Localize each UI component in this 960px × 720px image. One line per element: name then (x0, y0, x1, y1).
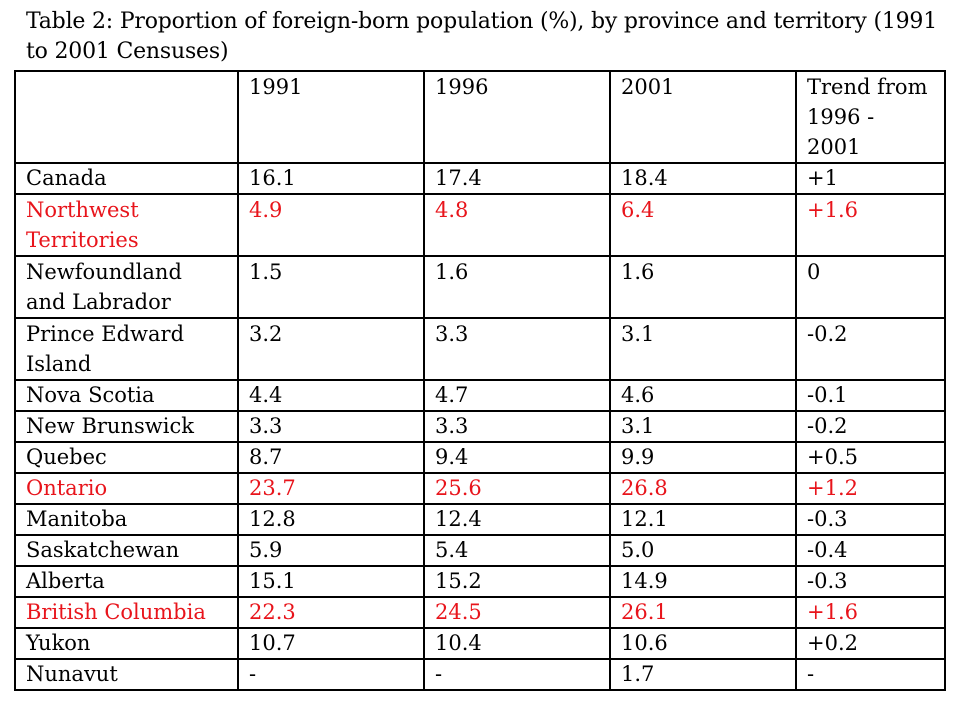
value-1996-cell: 5.4 (423, 534, 611, 567)
value-1996-cell: 10.4 (423, 627, 611, 660)
trend-cell: -0.3 (795, 503, 946, 536)
table-row: British Columbia 22.3 24.5 26.1 +1.6 (14, 596, 946, 629)
value-1991-cell: 3.3 (237, 410, 425, 443)
value-2001-cell: 18.4 (609, 162, 797, 195)
trend-cell: 0 (795, 255, 946, 319)
province-name-cell: Ontario (14, 472, 239, 505)
province-name-cell: Nunavut (14, 658, 239, 691)
value-2001-cell: 9.9 (609, 441, 797, 474)
trend-cell: -0.3 (795, 565, 946, 598)
value-1996-cell: 24.5 (423, 596, 611, 629)
value-2001-cell: 4.6 (609, 379, 797, 412)
value-1991-cell: 12.8 (237, 503, 425, 536)
table-row: Alberta 15.1 15.2 14.9 -0.3 (14, 565, 946, 598)
value-2001-cell: 26.8 (609, 472, 797, 505)
trend-cell: -0.1 (795, 379, 946, 412)
table-row: Manitoba 12.8 12.4 12.1 -0.3 (14, 503, 946, 536)
table-row: Saskatchewan 5.9 5.4 5.0 -0.4 (14, 534, 946, 567)
table-row: Newfoundland and Labrador 1.5 1.6 1.6 0 (14, 255, 946, 319)
value-2001-cell: 3.1 (609, 317, 797, 381)
value-2001-cell: 6.4 (609, 193, 797, 257)
trend-cell: -0.4 (795, 534, 946, 567)
header-cell-1996: 1996 (423, 70, 611, 164)
province-name-cell: British Columbia (14, 596, 239, 629)
value-1991-cell: 22.3 (237, 596, 425, 629)
value-1996-cell: 3.3 (423, 410, 611, 443)
trend-cell: +0.2 (795, 627, 946, 660)
value-1991-cell: 3.2 (237, 317, 425, 381)
table-row: Canada 16.1 17.4 18.4 +1 (14, 162, 946, 195)
trend-cell: -0.2 (795, 317, 946, 381)
province-name-cell: Saskatchewan (14, 534, 239, 567)
table-header-row: 1991 1996 2001 Trend from 1996 - 2001 (14, 70, 946, 164)
province-name-cell: Northwest Territories (14, 193, 239, 257)
trend-cell: - (795, 658, 946, 691)
foreign-born-population-table: 1991 1996 2001 Trend from 1996 - 2001 Ca… (14, 70, 946, 691)
table-row: Quebec 8.7 9.4 9.9 +0.5 (14, 441, 946, 474)
value-1996-cell: 1.6 (423, 255, 611, 319)
province-name-cell: Prince Edward Island (14, 317, 239, 381)
province-name-cell: Nova Scotia (14, 379, 239, 412)
table-row: Ontario 23.7 25.6 26.8 +1.2 (14, 472, 946, 505)
trend-cell: +0.5 (795, 441, 946, 474)
table-row: Prince Edward Island 3.2 3.3 3.1 -0.2 (14, 317, 946, 381)
table-row: Yukon 10.7 10.4 10.6 +0.2 (14, 627, 946, 660)
value-1996-cell: 12.4 (423, 503, 611, 536)
header-cell-empty (14, 70, 239, 164)
trend-cell: +1.6 (795, 193, 946, 257)
header-cell-trend: Trend from 1996 - 2001 (795, 70, 946, 164)
trend-cell: -0.2 (795, 410, 946, 443)
value-2001-cell: 1.6 (609, 255, 797, 319)
value-1996-cell: 25.6 (423, 472, 611, 505)
value-1996-cell: 9.4 (423, 441, 611, 474)
value-2001-cell: 26.1 (609, 596, 797, 629)
value-1996-cell: 4.7 (423, 379, 611, 412)
value-1991-cell: 15.1 (237, 565, 425, 598)
header-cell-1991: 1991 (237, 70, 425, 164)
province-name-cell: New Brunswick (14, 410, 239, 443)
value-1996-cell: 15.2 (423, 565, 611, 598)
value-1996-cell: 3.3 (423, 317, 611, 381)
value-1991-cell: 16.1 (237, 162, 425, 195)
value-1991-cell: 5.9 (237, 534, 425, 567)
value-1996-cell: 4.8 (423, 193, 611, 257)
header-cell-2001: 2001 (609, 70, 797, 164)
province-name-cell: Newfoundland and Labrador (14, 255, 239, 319)
table-row: Northwest Territories 4.9 4.8 6.4 +1.6 (14, 193, 946, 257)
province-name-cell: Manitoba (14, 503, 239, 536)
value-2001-cell: 3.1 (609, 410, 797, 443)
trend-cell: +1.6 (795, 596, 946, 629)
province-name-cell: Canada (14, 162, 239, 195)
value-1996-cell: - (423, 658, 611, 691)
value-2001-cell: 14.9 (609, 565, 797, 598)
province-name-cell: Quebec (14, 441, 239, 474)
value-1991-cell: - (237, 658, 425, 691)
value-1991-cell: 8.7 (237, 441, 425, 474)
value-1991-cell: 23.7 (237, 472, 425, 505)
trend-cell: +1 (795, 162, 946, 195)
value-2001-cell: 12.1 (609, 503, 797, 536)
trend-cell: +1.2 (795, 472, 946, 505)
table-row: New Brunswick 3.3 3.3 3.1 -0.2 (14, 410, 946, 443)
value-2001-cell: 5.0 (609, 534, 797, 567)
value-1991-cell: 1.5 (237, 255, 425, 319)
value-1991-cell: 10.7 (237, 627, 425, 660)
value-1991-cell: 4.4 (237, 379, 425, 412)
value-2001-cell: 10.6 (609, 627, 797, 660)
value-2001-cell: 1.7 (609, 658, 797, 691)
value-1996-cell: 17.4 (423, 162, 611, 195)
table-row: Nova Scotia 4.4 4.7 4.6 -0.1 (14, 379, 946, 412)
table-caption: Table 2: Proportion of foreign-born popu… (26, 9, 938, 64)
province-name-cell: Yukon (14, 627, 239, 660)
value-1991-cell: 4.9 (237, 193, 425, 257)
table-row: Nunavut - - 1.7 - (14, 658, 946, 691)
province-name-cell: Alberta (14, 565, 239, 598)
